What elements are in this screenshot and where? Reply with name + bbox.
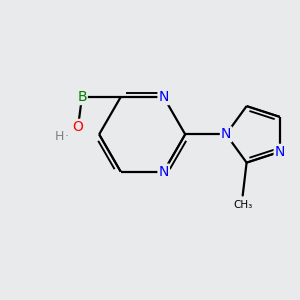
Text: B: B	[77, 90, 87, 104]
Text: CH₃: CH₃	[233, 200, 252, 210]
Text: N: N	[158, 165, 169, 178]
Text: N: N	[158, 90, 169, 104]
Text: O: O	[73, 120, 83, 134]
Text: ·: ·	[64, 130, 68, 143]
Text: N: N	[221, 128, 231, 141]
Text: N: N	[274, 145, 285, 159]
Text: H: H	[55, 130, 64, 143]
